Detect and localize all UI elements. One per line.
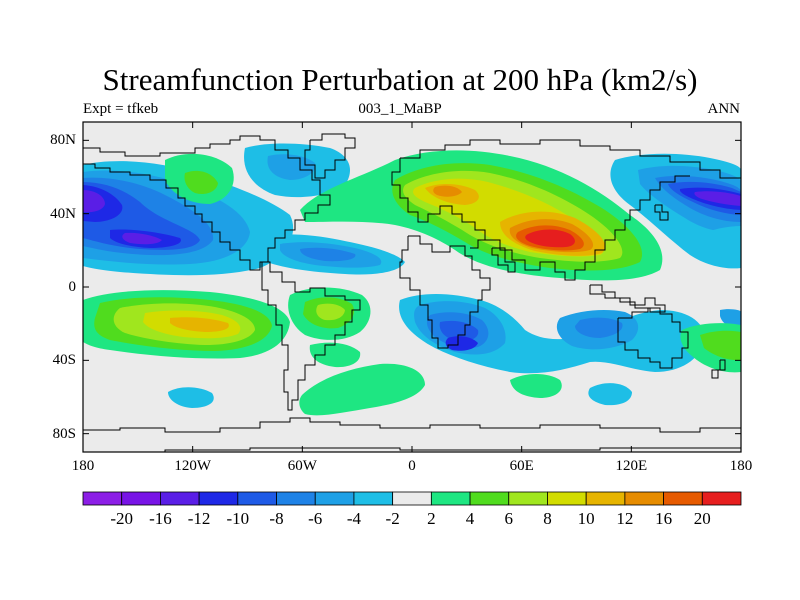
colorbar-label: -8	[269, 509, 284, 528]
contour-region	[168, 387, 214, 408]
colorbar-label: 6	[504, 509, 514, 528]
contour-region	[170, 317, 229, 332]
coastline-new-zealand	[711, 359, 726, 379]
lon-label: 60W	[287, 458, 317, 474]
colorbar-swatch	[624, 491, 664, 506]
lon-label: 120E	[615, 458, 648, 474]
case-label: 003_1_MaBP	[358, 101, 442, 117]
lat-label: 80N	[50, 132, 76, 149]
colorbar-label: -6	[308, 509, 323, 528]
colorbar-swatch	[430, 491, 471, 506]
contour-region	[588, 383, 632, 406]
contour-region	[316, 303, 345, 321]
contour-region	[83, 190, 162, 245]
colorbar-label: 2	[427, 509, 436, 528]
season-label: ANN	[707, 101, 741, 117]
lon-label: 120W	[174, 458, 211, 474]
coastline-africa	[399, 235, 491, 349]
contour-region	[439, 320, 479, 342]
coastline-europe	[391, 158, 486, 249]
colorbar-swatch	[392, 491, 432, 506]
contour-region	[694, 191, 741, 206]
contour-region	[83, 185, 181, 248]
experiment-label: Expt = tfkeb	[83, 101, 159, 117]
colorbar-swatch	[82, 491, 123, 506]
colorbar-label: 20	[693, 509, 711, 528]
contour-region	[267, 154, 316, 180]
lon-label: 0	[408, 458, 416, 474]
coastline-antarctica-south	[164, 447, 741, 452]
colorbar-label: -16	[149, 509, 172, 528]
colorbar-swatch	[314, 491, 355, 506]
coastline-indonesia	[589, 284, 666, 313]
lon-label: 180	[71, 458, 95, 474]
contour-field	[83, 143, 741, 416]
colorbar	[82, 491, 742, 506]
contour-region	[445, 336, 478, 351]
colorbar-swatch	[198, 491, 239, 506]
colorbar-swatch	[469, 491, 510, 506]
colorbar-swatch	[276, 491, 316, 506]
coastline-south-america	[261, 261, 361, 411]
contour-region	[309, 342, 361, 368]
colorbar-label: -4	[346, 509, 362, 528]
colorbar-swatch	[585, 491, 626, 506]
colorbar-swatch	[663, 491, 703, 506]
colorbar-label: -10	[226, 509, 250, 528]
colorbar-swatch	[160, 491, 200, 506]
lat-label: 40N	[50, 205, 76, 222]
contour-region	[510, 374, 562, 398]
colorbar-label: -2	[385, 509, 400, 528]
colorbar-swatch	[353, 491, 394, 506]
contour-region	[426, 312, 623, 348]
lon-label: 60E	[509, 458, 534, 474]
coastline-asia	[485, 175, 690, 281]
colorbar-swatch	[121, 491, 161, 506]
colorbar-label: -12	[187, 509, 211, 528]
chart-title: Streamfunction Perturbation at 200 hPa (…	[102, 62, 698, 97]
lat-label: 80S	[52, 425, 76, 442]
coastlines	[83, 133, 741, 452]
contour-region	[300, 247, 356, 262]
coastline-greenland	[304, 133, 356, 179]
colorbar-label: 12	[616, 509, 634, 528]
colorbar-swatch	[547, 491, 587, 506]
coastline-north-america	[83, 135, 331, 271]
contour-region	[299, 363, 425, 416]
colorbar-label: 16	[655, 509, 673, 528]
lat-label: 0	[68, 279, 77, 295]
colorbar-label: 8	[543, 509, 552, 528]
coastline-eurasia-africa	[400, 139, 741, 179]
axis-ticks	[82, 122, 742, 452]
contour-region	[184, 170, 218, 194]
coastline-arabia-india	[491, 247, 516, 273]
colorbar-label: -20	[110, 509, 134, 528]
colorbar-label: 10	[577, 509, 595, 528]
colorbar-swatch	[508, 491, 548, 506]
coastline-antarctica	[83, 417, 741, 433]
colorbar-label: 4	[465, 509, 475, 528]
colorbar-swatch	[701, 491, 742, 506]
lon-label: 180	[729, 458, 753, 474]
contour-region	[708, 226, 741, 262]
lat-label: 40S	[52, 352, 76, 369]
colorbar-swatch	[237, 491, 277, 506]
coastline-japan	[654, 204, 669, 221]
contour-region	[700, 330, 741, 361]
contour-region	[525, 229, 575, 248]
coastline-australia	[617, 307, 689, 369]
